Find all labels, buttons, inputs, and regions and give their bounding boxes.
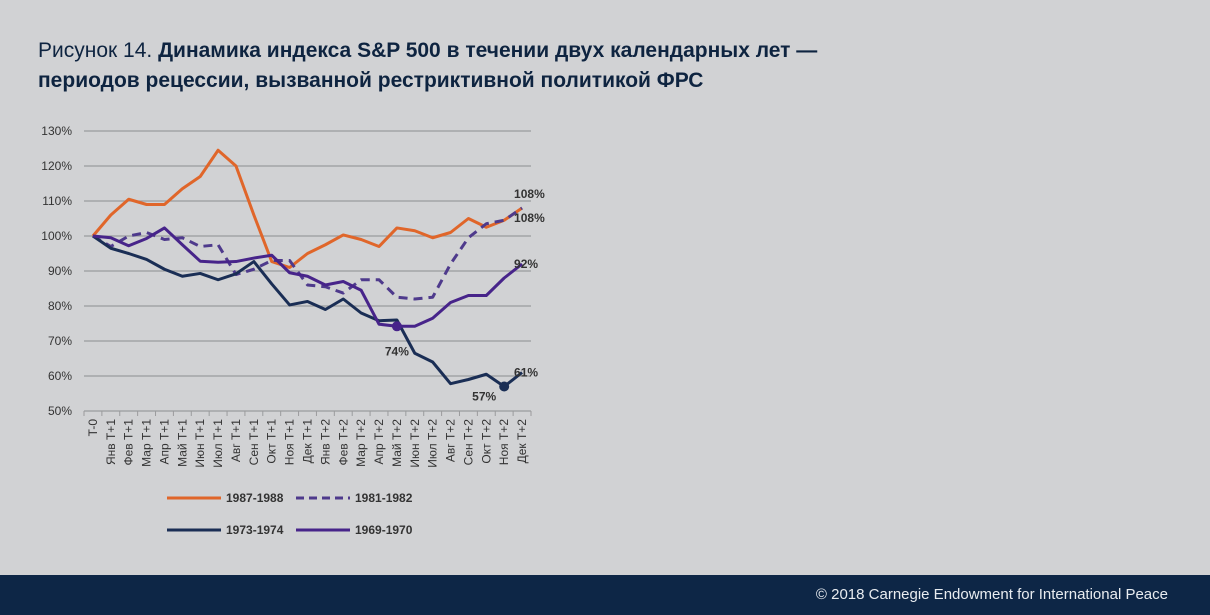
x-tick-label: Июл T+2 (426, 419, 440, 468)
series-line-1969-1970 (92, 226, 523, 328)
x-tick-label: Сен T+1 (247, 419, 261, 466)
x-tick-label: Дек T+2 (515, 419, 529, 464)
x-tick-label: Авг T+1 (229, 419, 243, 462)
x-tick-label: Мар T+2 (354, 419, 368, 467)
y-tick-label: 70% (48, 334, 72, 348)
series-line-1987-1988 (91, 148, 523, 269)
x-tick-label: Апр T+1 (157, 419, 171, 465)
x-tick-label: Сен T+2 (461, 419, 475, 466)
min-label: 74% (385, 344, 409, 358)
figure-number: Рисунок 14. (38, 39, 153, 62)
x-tick-label: Янв T+2 (318, 419, 332, 465)
min-marker (499, 381, 510, 392)
x-tick-label: Окт T+1 (265, 419, 279, 464)
x-tick-label: Дек T+1 (301, 419, 315, 464)
x-tick-label: Май T+1 (175, 419, 189, 467)
end-label: 108% (514, 211, 545, 225)
y-tick-label: 50% (48, 404, 72, 418)
figure-title: Рисунок 14. Динамика индекса S&P 500 в т… (38, 36, 938, 96)
y-tick-label: 120% (41, 159, 72, 173)
min-marker (391, 321, 402, 332)
series-line-1973-1974 (92, 234, 523, 388)
x-tick-label: Апр T+2 (372, 419, 386, 465)
x-tick-label: Июн T+1 (193, 419, 207, 468)
legend-label: 1981-1982 (355, 491, 413, 505)
title-line-2: периодов рецессии, вызванной рестриктивн… (38, 69, 704, 92)
series-line-1981-1982 (92, 206, 523, 301)
x-tick-label: Янв T+1 (104, 419, 118, 465)
x-tick-label: Фев T+1 (122, 419, 136, 466)
x-tick-label: Авг T+2 (444, 419, 458, 462)
title-line-1: Динамика индекса S&P 500 в течении двух … (158, 39, 818, 62)
legend-label: 1969-1970 (355, 523, 413, 537)
legend-label: 1987-1988 (226, 491, 284, 505)
x-tick-label: Мар T+1 (140, 419, 154, 467)
end-label: 108% (514, 187, 545, 201)
x-tick-label: Июн T+2 (408, 419, 422, 468)
x-tick-label: Ноя T+1 (283, 419, 297, 466)
y-tick-label: 90% (48, 264, 72, 278)
end-label: 61% (514, 366, 538, 380)
legend-label: 1973-1974 (226, 523, 284, 537)
x-tick-label: Фев T+2 (336, 419, 350, 466)
y-tick-label: 80% (48, 299, 72, 313)
x-tick-label: Окт T+2 (479, 419, 493, 464)
x-tick-label: Май T+2 (390, 419, 404, 467)
x-tick-label: Июл T+1 (211, 419, 225, 468)
y-tick-label: 60% (48, 369, 72, 383)
x-tick-label: Ноя T+2 (497, 419, 511, 466)
footer: © 2018 Carnegie Endowment for Internatio… (0, 575, 1210, 615)
y-tick-label: 110% (42, 194, 72, 208)
y-tick-label: 100% (41, 229, 72, 243)
y-tick-label: 130% (41, 124, 72, 138)
x-tick-label: T-0 (86, 419, 100, 437)
min-label: 57% (472, 390, 496, 404)
copyright: © 2018 Carnegie Endowment for Internatio… (815, 586, 1168, 603)
line-chart: 50% 60% 70% 80% 90% 100% 110% 120% 130% T-0 Янв T+… (41, 124, 545, 537)
end-label: 92% (514, 257, 538, 271)
